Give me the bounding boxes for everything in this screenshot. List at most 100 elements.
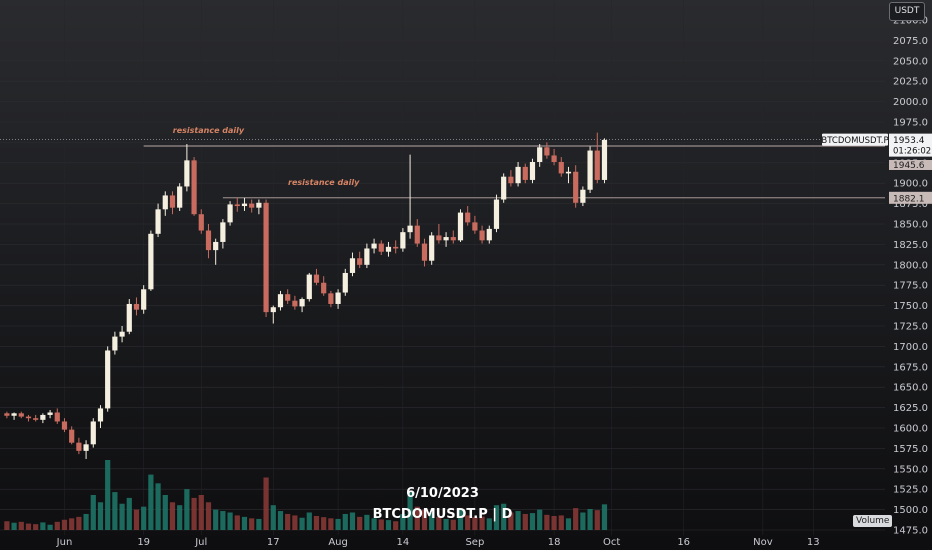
volume-bar [205, 502, 212, 530]
volume-bar [249, 518, 255, 530]
volume-bar [407, 492, 413, 530]
volume-bar [133, 509, 140, 530]
candle-body [184, 160, 190, 187]
candle-body [407, 225, 413, 233]
time-tick-label: 16 [677, 537, 690, 548]
annotation-resistance-lower: resistance daily [288, 178, 360, 187]
candle-body [69, 429, 75, 443]
price-tick-label: 1475.0 [893, 526, 928, 537]
volume-bar [364, 514, 370, 530]
candle-body [587, 150, 593, 190]
candle-body [342, 272, 348, 293]
price-tick-label: 1800.0 [893, 260, 928, 271]
price-tick-label: 1550.0 [893, 464, 928, 475]
volume-bar [184, 489, 190, 530]
candle-body [522, 166, 528, 180]
volume-bar [565, 518, 572, 530]
candle-body [112, 336, 118, 351]
volume-bar [234, 515, 240, 530]
annotation-resistance-upper: resistance daily [173, 126, 245, 135]
time-tick-label: Jul [194, 537, 207, 548]
candle-body [141, 289, 147, 310]
volume-bar [349, 512, 356, 530]
candle-body [234, 204, 240, 207]
candle-body [177, 186, 183, 208]
volume-bar [220, 511, 226, 530]
currency-badge[interactable]: USDT [889, 2, 925, 21]
volume-bar [486, 518, 492, 530]
volume-bar [141, 506, 147, 530]
volume-bar [155, 483, 161, 530]
volume-bar [162, 495, 168, 530]
time-tick-label: 14 [397, 537, 410, 548]
candle-body [551, 155, 557, 162]
price-tick-label: 1600.0 [893, 424, 928, 435]
overlay-symbol-title: BTCDOMUSDT.P | D [372, 507, 513, 522]
volume-badge[interactable]: Volume [853, 515, 893, 527]
candle-body [256, 202, 262, 208]
price-tick-label: 1850.0 [893, 220, 928, 231]
candle-body [558, 161, 564, 174]
volume-bar [227, 512, 233, 530]
candle-body [421, 243, 428, 261]
candle-body [97, 408, 104, 422]
candle-body [191, 160, 197, 215]
volume-bar [33, 524, 39, 530]
symbol-tag-box [822, 133, 888, 146]
volume-bar [573, 508, 579, 530]
volume-bar [285, 513, 291, 530]
price-tick-label: 2050.0 [893, 56, 928, 67]
time-tick-label: 19 [137, 537, 150, 548]
volume-bar [213, 509, 219, 530]
time-axis[interactable]: Jun 19 Jul 17 Aug 14 Sep 18 Oct 16 Nov 13 [56, 537, 820, 548]
grid-lines [0, 0, 885, 535]
volume-bar [47, 524, 53, 530]
volume-bar [529, 513, 536, 530]
price-tick-label: 1500.0 [893, 505, 928, 516]
volume-bar [321, 517, 327, 530]
candle-body [544, 147, 550, 156]
price-tick-label: 2000.0 [893, 97, 928, 108]
volume-bar [105, 460, 111, 530]
candle-body [364, 248, 370, 265]
price-tick-label: 1625.0 [893, 403, 928, 414]
volume-bar [18, 521, 24, 530]
volume-bar [479, 516, 485, 530]
candle-body [270, 307, 276, 313]
candle-body [285, 294, 291, 301]
candle-body [263, 202, 269, 313]
volume-bar [551, 516, 557, 530]
candle-body [90, 421, 96, 445]
candle-body [378, 243, 384, 252]
volume-bar [54, 521, 60, 530]
volume-bar [11, 522, 17, 530]
volume-bar [493, 505, 500, 530]
candle-body [133, 303, 140, 310]
time-tick-label: Sep [465, 537, 484, 548]
volume-bar [169, 502, 176, 530]
volume-bar [385, 520, 392, 530]
price-tick-label: 1975.0 [893, 118, 928, 129]
time-tick-label: Nov [753, 537, 773, 548]
volume-bar [119, 503, 125, 530]
candle-body [76, 442, 82, 451]
volume-bar [457, 509, 464, 530]
price-tick-label: 1575.0 [893, 444, 928, 455]
volume-bar [515, 511, 521, 530]
volume-bar [587, 509, 593, 530]
candle-body [169, 195, 176, 208]
candle-body [47, 412, 53, 415]
candle-body [54, 412, 60, 422]
volume-bar [76, 516, 82, 530]
candle-body [594, 150, 600, 180]
volume-bar [69, 518, 75, 530]
candle-body [479, 230, 485, 241]
price-tick-label: 2025.0 [893, 77, 928, 88]
volume-bar [450, 519, 456, 530]
price-axis[interactable]: 1475.0 1500.0 1525.0 1550.0 1575.0 1600.0 1625… [893, 16, 928, 537]
candle-body [537, 147, 543, 162]
price-tick-label: 1900.0 [893, 179, 928, 190]
volume-bar [414, 506, 420, 530]
candles [4, 132, 608, 460]
